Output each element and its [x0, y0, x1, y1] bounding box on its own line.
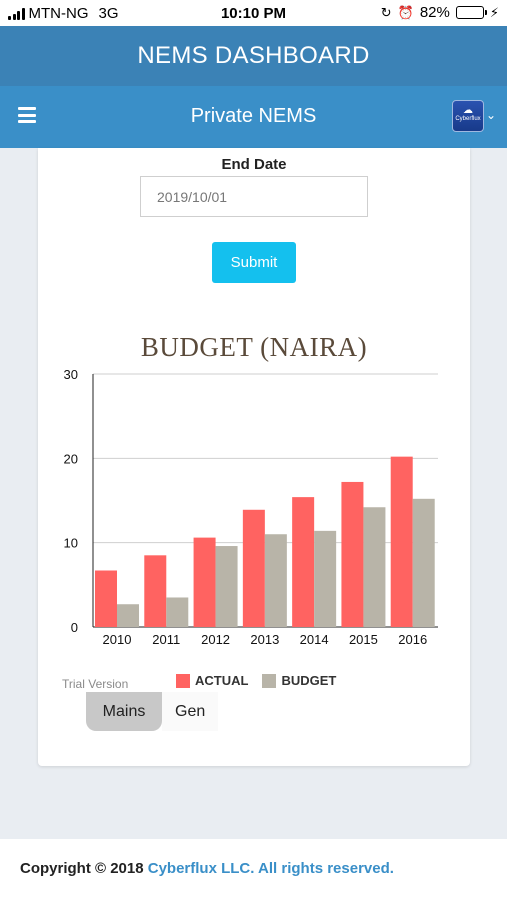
copyright-text: Copyright © 2018	[20, 860, 148, 877]
company-link[interactable]: Cyberflux LLC. All rights reserved.	[147, 860, 394, 877]
tab-mains[interactable]: Mains	[86, 692, 162, 731]
bar-budget-2013	[264, 534, 287, 627]
x-tick-label: 2015	[349, 632, 378, 647]
alarm-icon: ⏰	[397, 4, 414, 20]
bar-budget-2015	[363, 507, 386, 627]
bar-actual-2015	[341, 481, 364, 627]
x-tick-label: 2011	[152, 632, 180, 647]
bar-budget-2012	[215, 546, 238, 627]
legend-label-budget: BUDGET	[281, 673, 337, 688]
bar-actual-2013	[242, 509, 265, 627]
x-tick-label: 2016	[398, 632, 427, 647]
network-type: 3G	[98, 5, 119, 22]
budget-bar-chart: 0 10 20 30 2010 2011 2012 2013 2014 2015 2016	[64, 367, 438, 647]
footer: Copyright © 2018 Cyberflux LLC. All righ…	[0, 839, 507, 900]
bar-actual-2014	[292, 497, 315, 627]
dashboard-card: End Date Submit BUDGET (NAIRA) 0 10 20 30 20…	[38, 148, 470, 766]
submit-button[interactable]: Submit	[212, 242, 296, 283]
avatar-label: Cyberflux	[455, 116, 481, 122]
chart-legend: ACTUAL BUDGET	[176, 673, 336, 688]
app-header: NEMS DASHBOARD	[0, 26, 507, 86]
status-bar: MTN-NG 3G 10:10 PM ↻ ⏰ 82% ⚡	[0, 0, 507, 26]
carrier-info: MTN-NG 3G	[8, 5, 119, 22]
battery-icon	[455, 6, 487, 19]
x-tick-label: 2013	[250, 632, 279, 647]
source-tabs: Mains Gen	[86, 692, 219, 731]
end-date-input[interactable]	[140, 176, 368, 217]
chevron-down-icon[interactable]: ⌄	[486, 108, 497, 122]
y-tick-label: 10	[64, 536, 78, 551]
legend-item-actual[interactable]: ACTUAL	[176, 673, 248, 688]
bar-budget-2011	[166, 597, 189, 627]
chart-title: BUDGET (NAIRA)	[140, 332, 368, 362]
bar-actual-2016	[390, 456, 413, 627]
nav-title: Private NEMS	[190, 105, 317, 127]
profile-avatar[interactable]: ☁ Cyberflux	[452, 100, 484, 132]
trial-watermark: Trial Version	[62, 677, 129, 691]
bar-budget-2010	[117, 604, 139, 627]
battery-percent: 82%	[419, 4, 450, 21]
hamburger-icon[interactable]	[18, 107, 36, 123]
x-tick-label: 2010	[103, 632, 132, 647]
rotation-lock-icon: ↻	[380, 4, 392, 20]
bar-actual-2012	[193, 537, 216, 627]
y-tick-label: 20	[64, 451, 78, 466]
carrier-name: MTN-NG	[28, 5, 89, 22]
bar-budget-2016	[412, 498, 435, 627]
status-right: ↻ ⏰ 82% ⚡	[381, 4, 499, 21]
y-tick-label: 0	[71, 620, 78, 635]
legend-swatch-actual	[176, 673, 190, 688]
legend-swatch-budget	[262, 673, 277, 688]
y-tick-label: 30	[64, 367, 78, 382]
legend-label-actual: ACTUAL	[195, 673, 249, 688]
bar-actual-2010	[95, 570, 117, 627]
cloud-icon: ☁	[463, 105, 473, 116]
x-tick-label: 2012	[201, 632, 230, 647]
bar-actual-2011	[144, 555, 167, 627]
x-tick-label: 2014	[300, 632, 329, 647]
signal-icon	[8, 7, 25, 20]
charging-icon: ⚡	[489, 4, 499, 20]
bar-budget-2014	[314, 530, 337, 627]
legend-item-budget[interactable]: BUDGET	[262, 673, 336, 688]
end-date-label: End Date	[221, 156, 287, 173]
clock: 10:10 PM	[220, 5, 287, 22]
tab-gen[interactable]: Gen	[162, 692, 219, 731]
nav-bar: Private NEMS ☁ Cyberflux ⌄	[0, 86, 507, 148]
